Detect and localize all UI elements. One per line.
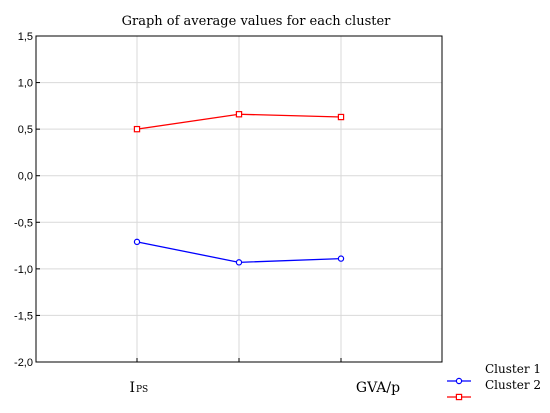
data-point [337, 255, 345, 262]
x-category-subscript: PS [136, 385, 148, 395]
data-point [235, 111, 243, 118]
series-group [133, 111, 345, 266]
legend: Cluster 1 Cluster 2 [447, 362, 541, 401]
series-cluster-1 [133, 238, 345, 266]
data-point [133, 238, 141, 246]
legend-label: Cluster 2 [485, 378, 541, 392]
legend-label: Cluster 1 [485, 362, 541, 376]
legend-item: Cluster 1 [447, 362, 541, 385]
x-axis: I PS GVA/p [129, 358, 400, 396]
y-tick-label: -0,5 [14, 217, 33, 229]
y-tick-label: 0,5 [18, 124, 33, 136]
legend-item: Cluster 2 [447, 378, 541, 401]
y-tick-label: -1,0 [14, 264, 33, 276]
data-point [133, 125, 141, 133]
grid-lines [36, 36, 442, 362]
y-tick-label: 1,5 [18, 31, 33, 43]
y-tick-label: -1,5 [14, 310, 33, 322]
series-cluster-2 [133, 111, 345, 133]
y-tick-label: 1,0 [18, 78, 33, 90]
x-category-label: I [129, 380, 135, 396]
y-tick-label: 0,0 [18, 171, 33, 183]
data-point [235, 259, 243, 266]
legend-swatch-marker [455, 377, 463, 385]
x-category-label: GVA/p [356, 380, 400, 396]
legend-swatch-marker [455, 393, 463, 401]
y-tick-label: -2,0 [14, 357, 33, 369]
data-point [337, 113, 345, 121]
y-axis: 1,5 1,0 0,5 0,0 -0,5 -1,0 -1,5 -2,0 [14, 31, 40, 369]
chart-title: Graph of average values for each cluster [122, 14, 392, 29]
